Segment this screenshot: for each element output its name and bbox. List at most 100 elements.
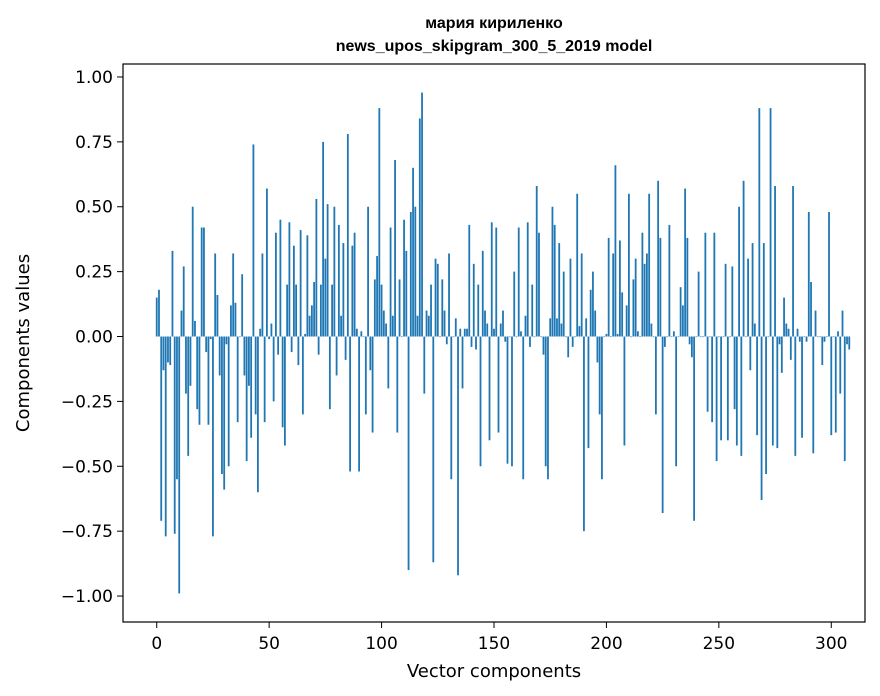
bar [281, 336, 284, 428]
bar [783, 297, 785, 337]
bar [785, 323, 788, 337]
bar [819, 336, 821, 338]
x-axis-label: Vector components [407, 661, 581, 682]
bar [729, 336, 731, 338]
bar [416, 315, 419, 337]
bar [758, 108, 761, 337]
bar [720, 336, 722, 441]
bar [299, 230, 302, 337]
bar [711, 336, 714, 423]
bar [823, 336, 826, 342]
bar [810, 282, 812, 337]
bar [612, 253, 615, 337]
bar [205, 336, 208, 353]
bar [846, 336, 848, 345]
bar [394, 160, 396, 337]
bar [236, 336, 239, 423]
bar [463, 328, 466, 337]
bar [628, 193, 630, 337]
bar [286, 284, 289, 337]
bar [529, 336, 531, 347]
bar [182, 266, 185, 337]
bar [837, 331, 839, 337]
bar [412, 167, 414, 337]
bar [715, 336, 718, 462]
bar [583, 336, 585, 532]
x-tick-label: 200 [590, 634, 622, 654]
bar [493, 328, 495, 337]
bar [340, 315, 343, 337]
bar [771, 336, 774, 446]
bar [697, 271, 700, 337]
bar [744, 336, 747, 338]
x-axis: 0 50 100 150 200 250 300 [151, 622, 847, 654]
bar [391, 315, 394, 337]
bar [362, 336, 365, 338]
bar [297, 336, 300, 366]
bar [367, 206, 369, 337]
bar [794, 336, 797, 456]
bar [526, 222, 529, 337]
bar [738, 206, 740, 337]
bar [843, 336, 846, 462]
bar [241, 274, 244, 337]
bar [207, 336, 210, 425]
plot-frame [122, 63, 866, 623]
bar [522, 336, 525, 480]
bar [414, 206, 417, 337]
bar [257, 336, 259, 493]
bar [189, 336, 192, 386]
bar [331, 284, 334, 337]
x-tick-label: 100 [365, 634, 397, 654]
bar [274, 232, 277, 337]
bar [515, 336, 518, 338]
bar [434, 258, 437, 337]
bar [162, 336, 165, 371]
bar [266, 188, 268, 337]
bar [178, 336, 181, 594]
bar [328, 336, 331, 410]
bar [268, 336, 271, 340]
bar [619, 240, 621, 337]
bar [470, 336, 473, 347]
bar [277, 336, 280, 355]
bar [382, 310, 385, 337]
bar [459, 328, 462, 337]
bar [569, 258, 572, 337]
bar [315, 198, 318, 337]
bar [432, 336, 435, 563]
bar [319, 284, 322, 337]
bar [625, 305, 628, 337]
bar [650, 323, 653, 337]
bar [706, 336, 709, 412]
bar [232, 253, 235, 337]
bar [690, 336, 693, 358]
bar [185, 336, 187, 394]
bar [812, 336, 815, 454]
bar [641, 232, 644, 337]
bar [430, 284, 432, 337]
bar [578, 326, 581, 337]
y-axis-label: Components values [13, 254, 34, 432]
bar [594, 310, 597, 337]
bar [243, 336, 246, 376]
x-tick-label: 150 [478, 634, 510, 654]
y-tick-label: −1.00 [61, 587, 113, 607]
bar [477, 284, 480, 337]
bar [499, 323, 502, 337]
bar [358, 336, 360, 472]
bar [558, 243, 561, 337]
bar [326, 204, 329, 337]
x-tick-label: 0 [151, 634, 162, 654]
bar [425, 310, 428, 337]
bar [547, 336, 549, 480]
bar [155, 297, 158, 337]
bar [441, 279, 444, 337]
bar [203, 227, 205, 337]
bar [637, 331, 639, 337]
bar [218, 336, 221, 376]
bar [173, 336, 176, 534]
bar [585, 318, 588, 337]
bar [353, 232, 356, 337]
bar [733, 336, 736, 410]
